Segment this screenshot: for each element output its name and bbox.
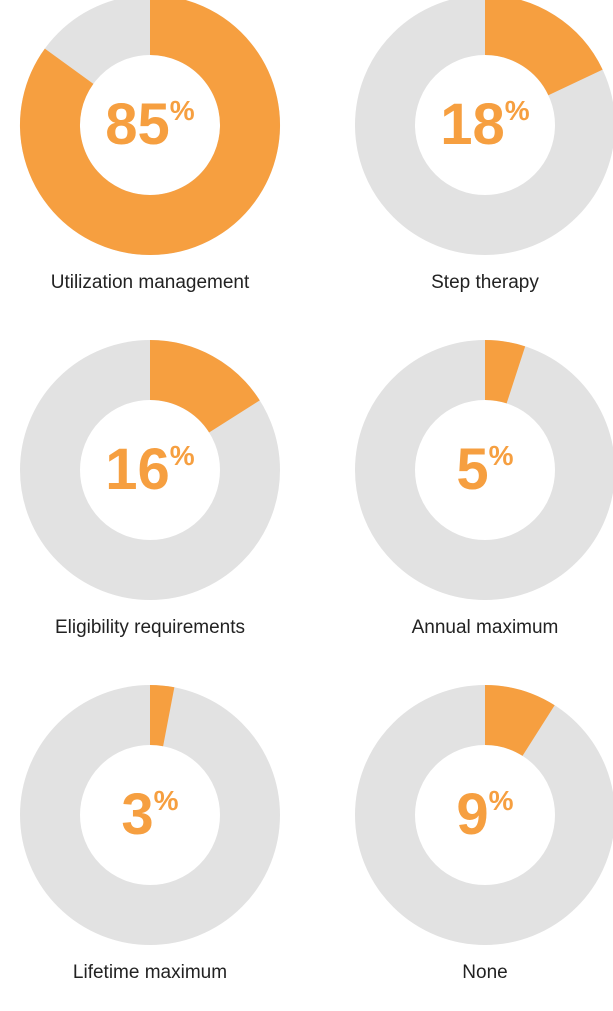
donut-segment xyxy=(20,0,280,255)
value-unit: % xyxy=(489,785,514,816)
donut-segment xyxy=(149,685,175,747)
donut-segment xyxy=(483,0,603,97)
donut-label: Annual maximum xyxy=(412,617,559,638)
donut-label: Lifetime maximum xyxy=(73,962,227,983)
value-label: 3% xyxy=(121,782,178,847)
value-unit: % xyxy=(170,440,195,471)
value-label: 85% xyxy=(105,92,195,157)
value-unit: % xyxy=(154,785,179,816)
donut-segment xyxy=(483,340,526,404)
donut-label: Step therapy xyxy=(431,272,539,293)
value-number: 16 xyxy=(105,437,170,502)
value-label: 16% xyxy=(105,437,195,502)
value-number: 3 xyxy=(121,782,153,847)
donut-label: None xyxy=(462,962,507,983)
donut-segment xyxy=(483,685,555,757)
donut-label: Eligibility requirements xyxy=(55,617,245,638)
value-label: 5% xyxy=(456,437,513,502)
value-label: 18% xyxy=(440,92,530,157)
value-number: 5 xyxy=(456,437,488,502)
value-unit: % xyxy=(170,95,195,126)
value-number: 85 xyxy=(105,92,170,157)
value-label: 9% xyxy=(456,782,513,847)
value-number: 18 xyxy=(440,92,505,157)
donut-label: Utilization management xyxy=(51,272,250,293)
value-unit: % xyxy=(489,440,514,471)
value-number: 9 xyxy=(456,782,488,847)
value-unit: % xyxy=(505,95,530,126)
donut-segment xyxy=(148,340,260,434)
